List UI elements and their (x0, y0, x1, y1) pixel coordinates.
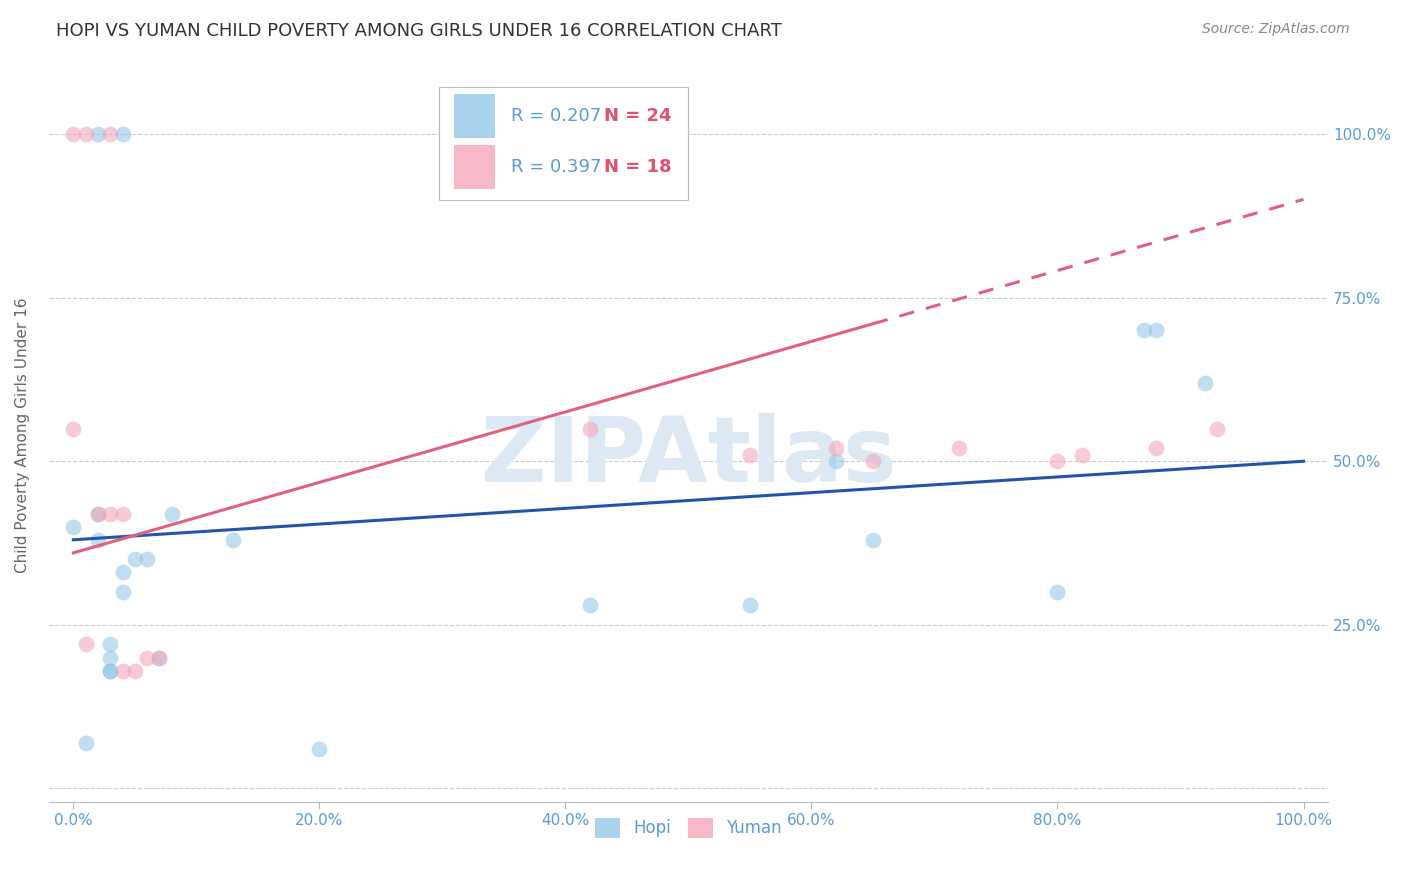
Y-axis label: Child Poverty Among Girls Under 16: Child Poverty Among Girls Under 16 (15, 297, 30, 573)
Point (1046, 454, 1069, 468)
FancyBboxPatch shape (439, 87, 689, 201)
Point (579, 421, 602, 435)
Text: R = 0.397: R = 0.397 (510, 158, 602, 176)
Legend: Hopi, Yuman: Hopi, Yuman (589, 811, 789, 845)
Point (111, 507, 134, 521)
Point (111, 664, 134, 678)
Point (825, 454, 848, 468)
Point (1071, 448, 1094, 462)
Point (75, 638, 97, 652)
Point (1144, 323, 1167, 337)
Point (98, 664, 121, 678)
Point (111, 566, 134, 580)
Point (222, 533, 245, 547)
Point (98, 507, 121, 521)
Point (62, 127, 84, 141)
Point (1194, 376, 1216, 390)
Point (948, 441, 970, 455)
Bar (454, 94, 495, 138)
Point (124, 664, 146, 678)
Point (1206, 421, 1229, 435)
Point (738, 448, 761, 462)
Point (1046, 585, 1069, 599)
Point (148, 650, 170, 665)
Point (160, 507, 183, 521)
Point (87, 533, 110, 547)
Text: ZIPAtlas: ZIPAtlas (481, 413, 896, 501)
Point (136, 552, 159, 566)
Point (136, 650, 159, 665)
Point (98, 650, 121, 665)
Point (124, 552, 146, 566)
Point (98, 127, 121, 141)
Point (862, 454, 884, 468)
Text: R = 0.207: R = 0.207 (510, 107, 600, 125)
Point (98, 664, 121, 678)
Point (111, 127, 134, 141)
Bar (454, 145, 495, 189)
Point (62, 519, 84, 533)
Point (308, 742, 330, 756)
Point (1132, 323, 1154, 337)
Point (87, 507, 110, 521)
Point (98, 638, 121, 652)
Point (148, 650, 170, 665)
Point (579, 598, 602, 612)
Text: HOPI VS YUMAN CHILD POVERTY AMONG GIRLS UNDER 16 CORRELATION CHART: HOPI VS YUMAN CHILD POVERTY AMONG GIRLS … (56, 22, 782, 40)
Point (1144, 441, 1167, 455)
Point (75, 736, 97, 750)
Point (825, 441, 848, 455)
Point (579, 127, 602, 141)
Point (111, 585, 134, 599)
Text: N = 18: N = 18 (605, 158, 672, 176)
Point (87, 507, 110, 521)
Point (75, 127, 97, 141)
Point (87, 127, 110, 141)
Text: N = 24: N = 24 (605, 107, 672, 125)
Point (862, 533, 884, 547)
Text: Source: ZipAtlas.com: Source: ZipAtlas.com (1202, 22, 1350, 37)
Point (738, 598, 761, 612)
Point (62, 421, 84, 435)
